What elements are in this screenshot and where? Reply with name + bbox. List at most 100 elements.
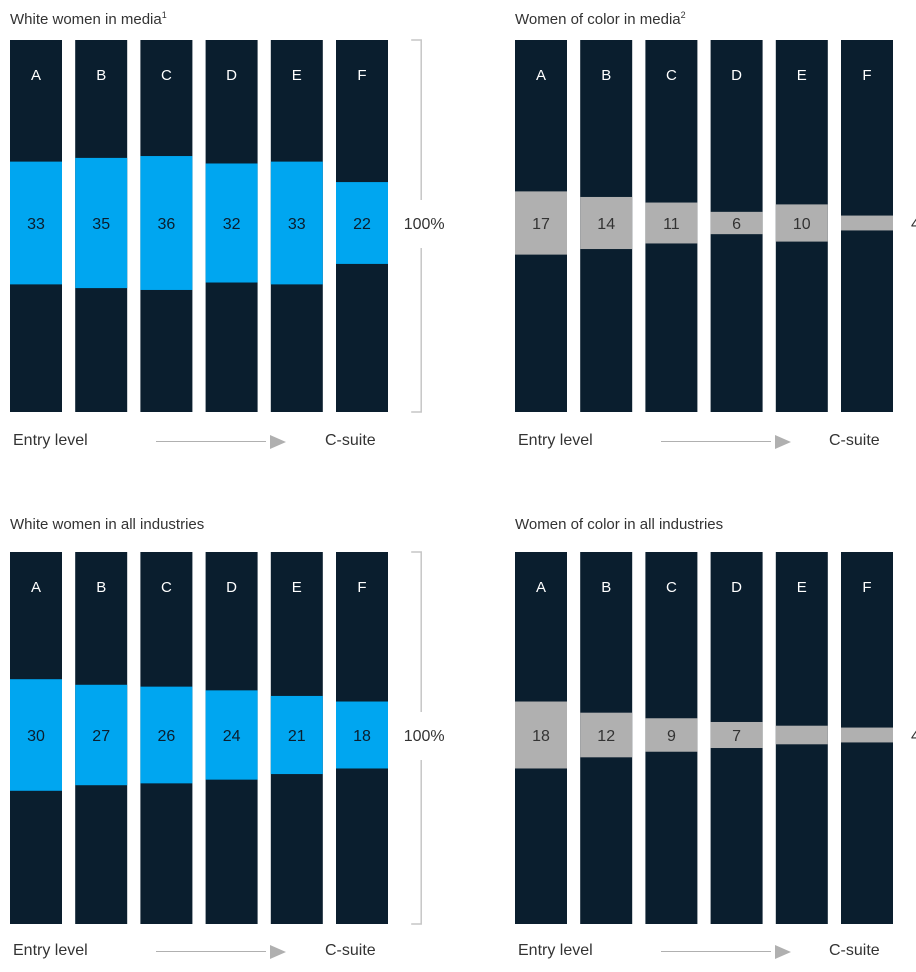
arrow-line (661, 441, 771, 442)
bar-chart: A18B12C9D7E5F4 (515, 552, 916, 924)
total-bracket (411, 551, 422, 925)
value-label: 12 (597, 728, 615, 745)
segment-f (841, 727, 893, 743)
category-label: C (161, 579, 172, 596)
axis-start-label: Entry level (13, 942, 88, 959)
category-label: E (797, 579, 807, 596)
chart-panel-white-women-all-industries: White women in all industries A 30 B 27 C 26 D… (10, 516, 450, 959)
arrow-line (661, 951, 771, 952)
segment-c (645, 718, 698, 752)
segment-b (75, 157, 128, 289)
value-label: 17 (532, 216, 550, 233)
arrow-right-icon (775, 945, 791, 959)
segment-d (205, 690, 258, 780)
arrow-right-icon (775, 435, 791, 449)
category-label: C (666, 67, 677, 84)
value-label: 22 (353, 216, 371, 233)
axis-end-label: C-suite (325, 432, 376, 449)
segment-e (775, 725, 828, 745)
category-label: E (292, 67, 302, 84)
segment-a (10, 679, 62, 791)
segment-a (515, 191, 567, 255)
category-label: E (797, 67, 807, 84)
value-label: 30 (27, 728, 45, 745)
segment-f (336, 182, 388, 264)
total-label: 100% (404, 216, 445, 233)
value-label: 6 (732, 216, 741, 233)
category-label: D (731, 67, 742, 84)
x-axis-direction: Entry level C-suite (10, 942, 410, 962)
category-label: C (666, 579, 677, 596)
segment-b (580, 712, 633, 758)
value-label: 33 (288, 216, 306, 233)
value-label: 24 (223, 728, 241, 745)
bar-chart: A 17 B 14 C 11 D 6 E 10 F 4 (515, 40, 916, 412)
segment-c (645, 202, 698, 244)
segment-d (710, 721, 763, 749)
segment-d (710, 211, 763, 235)
value-label: 18 (532, 728, 550, 745)
category-label: A (31, 579, 41, 596)
value-label: 14 (597, 216, 615, 233)
category-label: A (536, 579, 546, 596)
category-label: F (357, 579, 366, 596)
chart-panel-women-of-color-all-industries: Women of color in all industries A 18 B 12 C… (515, 516, 916, 959)
axis-end-label: C-suite (829, 432, 880, 449)
segment-b (75, 684, 128, 786)
category-label: F (862, 67, 871, 84)
x-axis-direction: Entry level C-suite (515, 432, 915, 452)
value-label: 4 (911, 216, 916, 233)
segment-e (270, 695, 323, 775)
panel-title: Women of color in all industries (515, 516, 724, 533)
axis-start-label: Entry level (518, 942, 593, 959)
category-label: D (226, 67, 237, 84)
value-label: 11 (663, 216, 680, 233)
total-bracket (411, 39, 422, 413)
segment-e (775, 204, 828, 242)
segment-c (140, 686, 193, 784)
arrow-right-icon (270, 945, 286, 959)
value-label: 26 (158, 728, 176, 745)
value-label: 4 (911, 728, 916, 745)
category-label: B (96, 67, 106, 84)
segment-a (10, 161, 62, 285)
category-label: D (226, 579, 237, 596)
value-label: 33 (27, 216, 45, 233)
panel-title: Women of color in media2 (515, 10, 686, 28)
chart-panel-women-of-color-media: Women of color in media2 A 17 B 14 C 11 D 6 E 10 F… (515, 10, 916, 449)
x-axis-direction: Entry level C-suite (515, 942, 915, 962)
segment-d (205, 163, 258, 283)
category-label: F (357, 67, 366, 84)
total-label: 100% (404, 728, 445, 745)
panel-title: White women in all industries (10, 516, 205, 533)
segment-c (140, 156, 193, 290)
segment-e (270, 161, 323, 285)
category-label: B (96, 579, 106, 596)
value-label: 21 (288, 728, 306, 745)
axis-start-label: Entry level (518, 432, 593, 449)
category-label: B (601, 67, 611, 84)
value-label: 7 (732, 728, 741, 745)
value-label: 35 (92, 216, 110, 233)
arrow-right-icon (270, 435, 286, 449)
axis-start-label: Entry level (13, 432, 88, 449)
value-label: 32 (223, 216, 241, 233)
category-label: C (161, 67, 172, 84)
panel-title: White women in media1 (10, 10, 167, 28)
bar-chart: A 30 B 27 C 26 D 24 E 21 F 18 100% (10, 551, 445, 925)
category-label: A (536, 67, 546, 84)
bar-chart: A 33 B 35 C 36 D 32 E 33 F 22 100% (10, 39, 445, 413)
segment-a (515, 701, 567, 769)
value-label: 27 (92, 728, 110, 745)
category-label: E (292, 579, 302, 596)
arrow-line (156, 441, 266, 442)
value-label: 10 (793, 216, 811, 233)
x-axis-direction: Entry level C-suite (10, 432, 410, 452)
value-label: 18 (353, 728, 371, 745)
axis-end-label: C-suite (829, 942, 880, 959)
axis-end-label: C-suite (325, 942, 376, 959)
value-label: 36 (158, 216, 176, 233)
value-label: 9 (667, 728, 676, 745)
category-label: B (601, 579, 611, 596)
